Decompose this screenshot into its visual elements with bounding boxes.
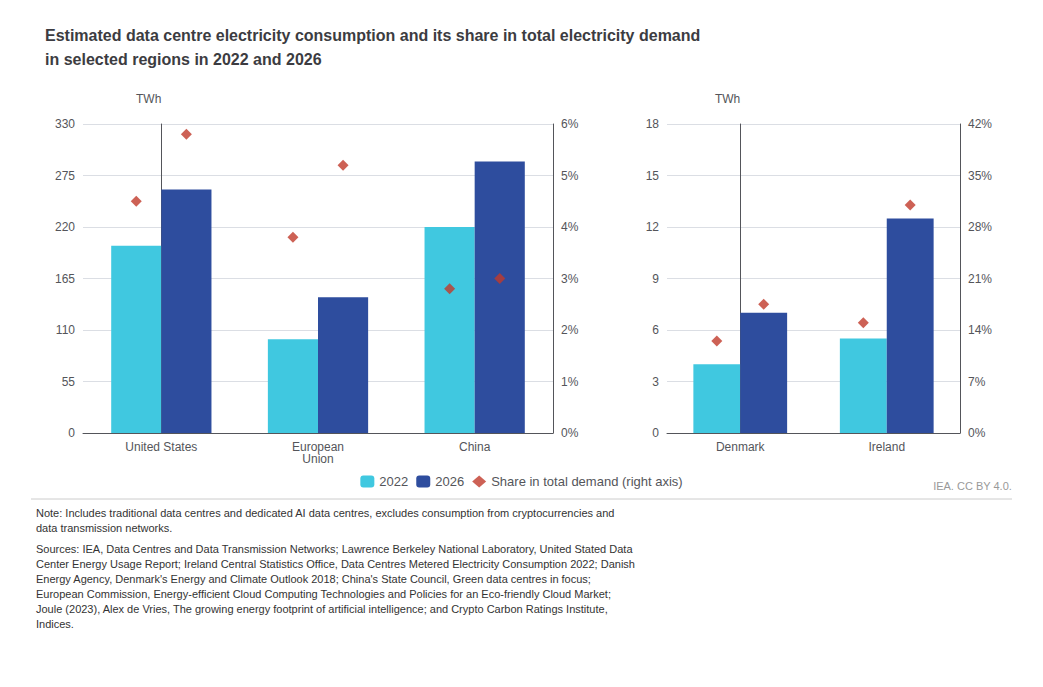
svg-text:6: 6 xyxy=(652,323,659,337)
svg-text:Note: Includes traditional dat: Note: Includes traditional data centres … xyxy=(36,507,614,519)
svg-text:5%: 5% xyxy=(561,169,579,183)
svg-text:Ireland: Ireland xyxy=(868,440,905,454)
svg-text:1%: 1% xyxy=(561,375,579,389)
svg-text:3%: 3% xyxy=(561,272,579,286)
svg-text:Sources: IEA, Data Centres and: Sources: IEA, Data Centres and Data Tran… xyxy=(36,543,633,555)
svg-text:3: 3 xyxy=(652,375,659,389)
svg-text:European Commission, Energy-ef: European Commission, Energy-efficient Cl… xyxy=(36,588,611,600)
svg-text:275: 275 xyxy=(55,169,75,183)
svg-text:21%: 21% xyxy=(968,272,992,286)
svg-text:Share in total demand (right a: Share in total demand (right axis) xyxy=(491,474,682,489)
svg-text:data transmission networks.: data transmission networks. xyxy=(36,522,172,534)
svg-text:United States: United States xyxy=(125,440,197,454)
svg-text:Indices.: Indices. xyxy=(36,618,74,630)
svg-text:55: 55 xyxy=(62,375,76,389)
svg-text:0: 0 xyxy=(652,426,659,440)
svg-text:0%: 0% xyxy=(968,426,986,440)
svg-text:0: 0 xyxy=(68,426,75,440)
svg-text:Union: Union xyxy=(302,452,333,466)
svg-text:IEA. CC BY 4.0.: IEA. CC BY 4.0. xyxy=(933,480,1012,492)
svg-text:TWh: TWh xyxy=(136,92,161,106)
svg-text:28%: 28% xyxy=(968,220,992,234)
svg-text:9: 9 xyxy=(652,272,659,286)
svg-text:Center Energy Usage Report; Ir: Center Energy Usage Report; Ireland Cent… xyxy=(36,558,635,570)
svg-text:14%: 14% xyxy=(968,323,992,337)
svg-text:35%: 35% xyxy=(968,169,992,183)
svg-text:42%: 42% xyxy=(968,117,992,131)
svg-text:2%: 2% xyxy=(561,323,579,337)
svg-text:15: 15 xyxy=(646,169,660,183)
svg-text:330: 330 xyxy=(55,117,75,131)
svg-text:7%: 7% xyxy=(968,375,986,389)
svg-text:Denmark: Denmark xyxy=(716,440,766,454)
svg-text:12: 12 xyxy=(646,220,660,234)
svg-text:4%: 4% xyxy=(561,220,579,234)
svg-text:TWh: TWh xyxy=(715,92,740,106)
svg-text:2022: 2022 xyxy=(379,474,408,489)
svg-text:165: 165 xyxy=(55,272,75,286)
svg-text:Joule (2023), Alex de Vries, T: Joule (2023), Alex de Vries, The growing… xyxy=(36,603,608,615)
svg-text:110: 110 xyxy=(56,323,75,337)
svg-text:220: 220 xyxy=(55,220,75,234)
svg-text:China: China xyxy=(459,440,491,454)
svg-text:European: European xyxy=(292,440,344,454)
svg-text:2026: 2026 xyxy=(435,474,464,489)
svg-text:0%: 0% xyxy=(561,426,579,440)
svg-text:6%: 6% xyxy=(561,117,579,131)
svg-text:in selected regions in 2022 an: in selected regions in 2022 and 2026 xyxy=(45,51,322,68)
svg-text:Estimated data centre electric: Estimated data centre electricity consum… xyxy=(45,27,700,44)
svg-text:18: 18 xyxy=(646,117,660,131)
svg-text:Energy Agency, Denmark's Energ: Energy Agency, Denmark's Energy and Clim… xyxy=(36,573,591,585)
